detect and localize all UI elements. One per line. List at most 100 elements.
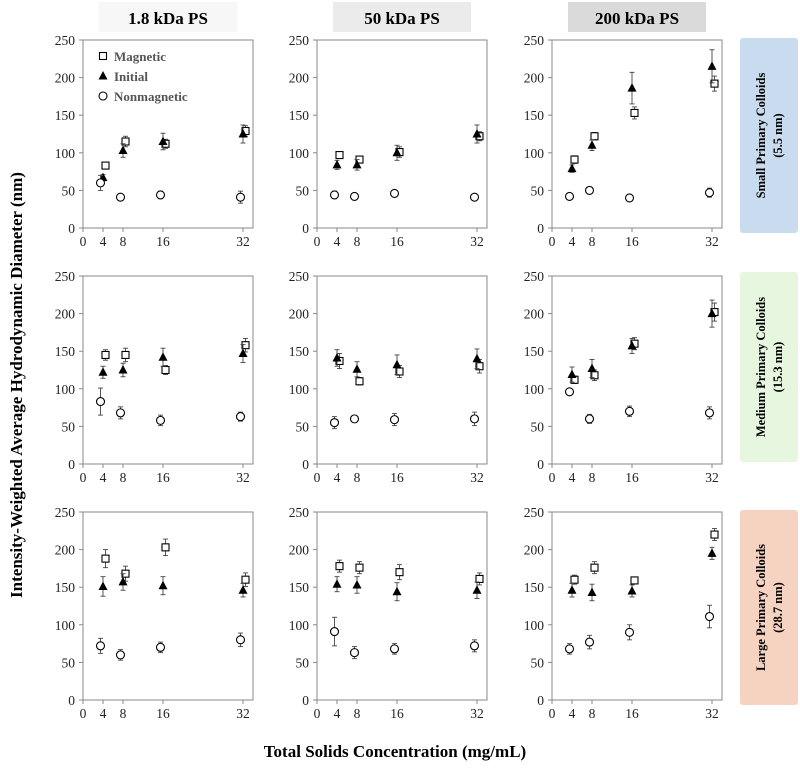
x-tick-label: 4 [334, 706, 341, 721]
y-tick-label: 0 [537, 693, 544, 708]
marker-nonmagnetic [155, 642, 166, 652]
marker-magnetic [161, 365, 170, 375]
marker-initial [472, 353, 482, 363]
marker-nonmagnetic [584, 185, 595, 195]
plot-frame [316, 39, 488, 229]
row-label-size: (15.3 nm) [771, 342, 785, 393]
marker-initial [352, 364, 362, 373]
marker-initial [627, 585, 637, 595]
y-tick-label: 150 [524, 344, 545, 359]
x-tick-label: 8 [589, 234, 596, 249]
plot-frame [551, 511, 723, 701]
marker-magnetic [630, 108, 639, 117]
y-tick-label: 50 [296, 419, 310, 434]
marker-nonmagnetic [155, 190, 166, 200]
y-tick-label: 0 [68, 693, 75, 708]
y-tick-label: 250 [289, 33, 310, 48]
marker-magnetic [241, 575, 250, 584]
marker-nonmagnetic [624, 627, 635, 637]
y-tick-label: 0 [537, 457, 544, 472]
y-tick-label: 250 [524, 269, 545, 284]
y-tick-label: 200 [289, 71, 310, 86]
marker-nonmagnetic [115, 408, 126, 418]
marker-initial [98, 71, 108, 80]
x-tick-label: 0 [314, 234, 321, 249]
marker-initial [587, 363, 597, 372]
y-tick-label: 250 [55, 269, 76, 284]
x-tick-label: 0 [549, 706, 556, 721]
x-tick-label: 4 [100, 234, 107, 249]
marker-nonmagnetic [349, 414, 360, 424]
marker-magnetic [121, 350, 130, 360]
marker-magnetic [570, 155, 579, 164]
x-tick-label: 32 [705, 234, 719, 249]
y-tick-label: 100 [55, 382, 76, 397]
marker-magnetic [710, 79, 719, 88]
y-tick-label: 0 [302, 221, 309, 236]
x-tick-label: 8 [354, 234, 361, 249]
marker-nonmagnetic [704, 611, 715, 622]
y-tick-label: 100 [524, 146, 545, 161]
marker-initial [587, 140, 597, 149]
marker-initial [332, 352, 342, 362]
marker-initial [627, 340, 637, 350]
x-tick-label: 32 [236, 470, 250, 485]
x-tick-label: 0 [80, 234, 87, 249]
marker-nonmagnetic [235, 192, 246, 202]
row-label-size: (28.7 nm) [771, 582, 785, 633]
x-tick-label: 8 [589, 470, 596, 485]
marker-initial [352, 159, 362, 169]
x-tick-label: 32 [705, 706, 719, 721]
y-tick-label: 250 [289, 505, 310, 520]
marker-magnetic [590, 563, 599, 572]
y-tick-label: 250 [524, 33, 545, 48]
marker-nonmagnetic [98, 91, 108, 101]
row-label: Small Primary Colloids [754, 73, 768, 199]
marker-initial [158, 580, 168, 590]
x-tick-label: 0 [80, 470, 87, 485]
marker-initial [567, 369, 577, 379]
x-tick-label: 4 [334, 470, 341, 485]
marker-nonmagnetic [95, 178, 106, 188]
y-tick-label: 100 [55, 146, 76, 161]
marker-initial [158, 352, 168, 361]
marker-initial [627, 83, 637, 92]
marker-nonmagnetic [704, 408, 715, 418]
x-tick-label: 0 [314, 470, 321, 485]
y-tick-label: 0 [537, 221, 544, 236]
y-tick-label: 100 [289, 382, 310, 397]
x-tick-label: 0 [314, 706, 321, 721]
marker-initial [118, 365, 128, 374]
column-header-bg [333, 2, 471, 32]
marker-initial [392, 359, 402, 369]
column-header-bg [568, 2, 706, 32]
x-tick-label: 8 [120, 470, 127, 485]
row-label: Large Primary Colloids [754, 544, 768, 671]
y-tick-label: 250 [289, 269, 310, 284]
marker-initial [98, 367, 108, 376]
marker-nonmagnetic [469, 192, 480, 202]
marker-initial [707, 61, 717, 70]
plot-frame [316, 511, 488, 701]
x-tick-label: 16 [625, 234, 639, 249]
x-tick-label: 32 [470, 234, 484, 249]
x-tick-label: 4 [569, 470, 576, 485]
y-tick-label: 50 [531, 183, 545, 198]
x-tick-label: 16 [156, 470, 170, 485]
y-tick-label: 200 [55, 543, 76, 558]
marker-magnetic [98, 51, 108, 61]
x-tick-label: 8 [589, 706, 596, 721]
x-tick-label: 4 [569, 234, 576, 249]
column-header: 50 kDa PS [364, 9, 440, 28]
marker-initial [587, 587, 597, 596]
marker-nonmagnetic [564, 191, 575, 201]
y-tick-label: 200 [289, 543, 310, 558]
x-tick-label: 4 [569, 706, 576, 721]
